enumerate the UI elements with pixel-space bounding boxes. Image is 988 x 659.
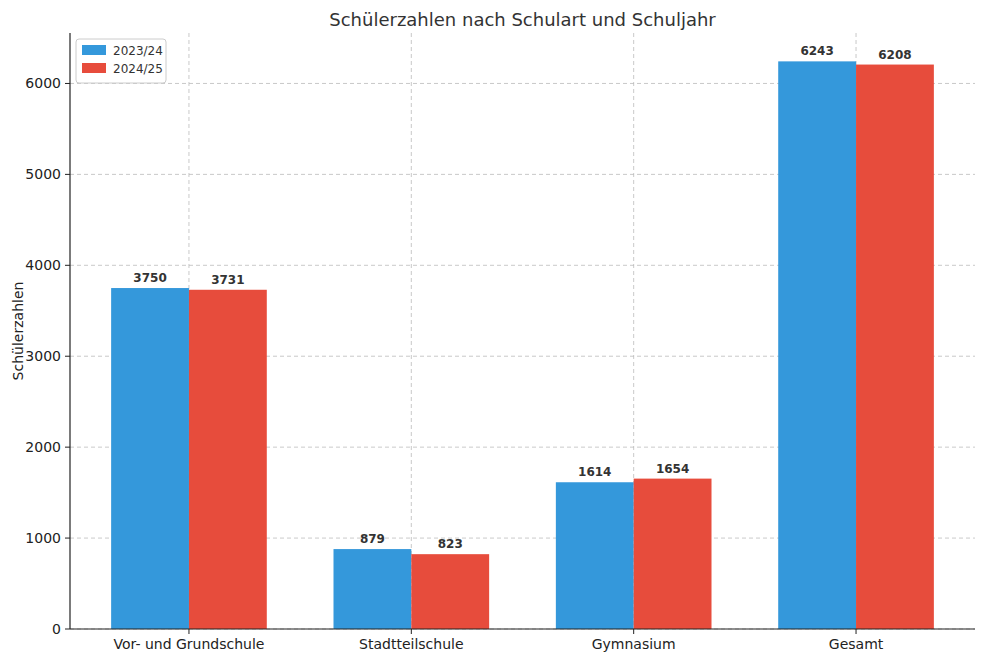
category-label: Vor- und Grundschule <box>113 636 264 652</box>
tick <box>65 265 70 266</box>
bar <box>411 554 489 629</box>
bar <box>556 482 634 629</box>
data-label: 6208 <box>878 48 911 62</box>
category-label: Gesamt <box>829 636 884 652</box>
tick-label: 4000 <box>25 257 61 273</box>
legend-label: 2023/24 <box>113 44 163 58</box>
tick-label: 2000 <box>25 439 61 455</box>
x-tick <box>856 629 857 634</box>
bar <box>111 288 189 629</box>
x-tick <box>188 629 189 634</box>
bar <box>856 65 934 629</box>
tick-label: 5000 <box>25 166 61 182</box>
x-tick <box>633 629 634 634</box>
legend-swatch <box>82 45 106 55</box>
data-label: 3750 <box>133 271 166 285</box>
tick <box>65 447 70 448</box>
tick <box>65 83 70 84</box>
x-axis <box>70 628 975 629</box>
data-label: 1654 <box>656 462 689 476</box>
data-label: 1614 <box>578 465 611 479</box>
grid-line <box>70 629 975 630</box>
legend-box <box>76 39 166 83</box>
tick <box>65 356 70 357</box>
tick-label: 3000 <box>25 348 61 364</box>
category-label: Gymnasium <box>592 636 676 652</box>
x-tick <box>411 629 412 634</box>
data-label: 6243 <box>800 44 833 58</box>
bar <box>333 549 411 629</box>
chart: Schülerzahlen nach Schulart und Schuljah… <box>0 0 988 659</box>
bar <box>189 290 267 629</box>
tick-label: 0 <box>52 621 61 637</box>
bars <box>111 61 934 629</box>
tick <box>65 174 70 175</box>
title: Schülerzahlen nach Schulart und Schuljah… <box>329 9 716 30</box>
tick-label: 6000 <box>25 75 61 91</box>
data-label: 823 <box>438 537 463 551</box>
data-label: 3731 <box>211 273 244 287</box>
y-axis <box>69 33 70 629</box>
y-axis-label: Schülerzahlen <box>10 282 26 381</box>
legend-label: 2024/25 <box>113 62 163 76</box>
bar <box>634 479 712 629</box>
legend-swatch <box>82 63 106 73</box>
tick <box>65 629 70 630</box>
bar <box>778 61 856 629</box>
grid-line-x <box>411 33 412 629</box>
data-label: 879 <box>360 532 385 546</box>
category-label: Stadtteilschule <box>359 636 463 652</box>
tick-label: 1000 <box>25 530 61 546</box>
tick <box>65 538 70 539</box>
